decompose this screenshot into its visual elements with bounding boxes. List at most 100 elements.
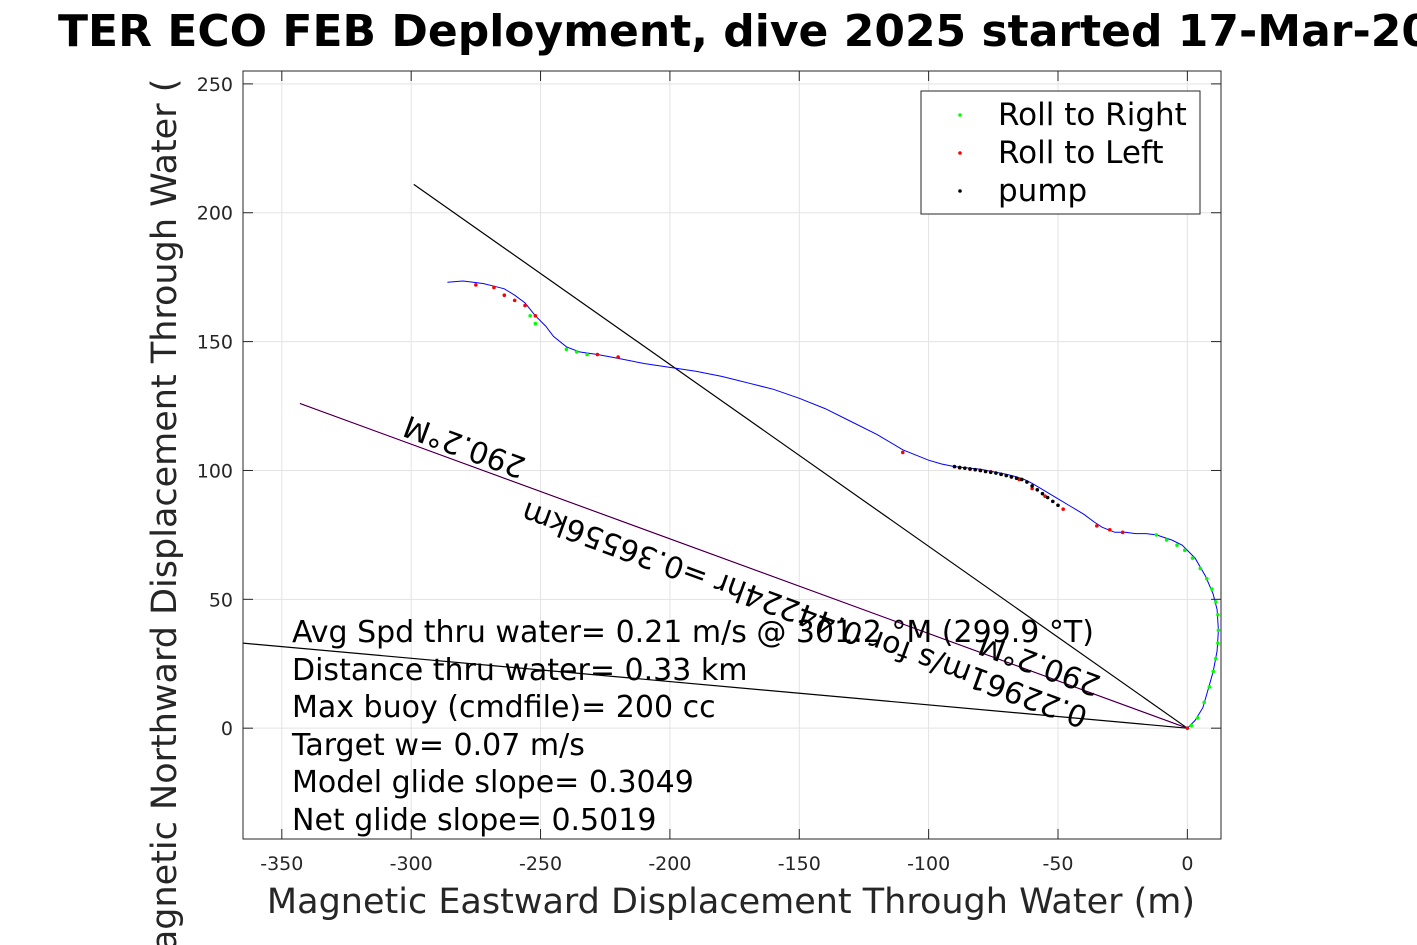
axes-box: [242, 70, 1222, 840]
pump-point: [957, 465, 962, 470]
pump-point: [1035, 487, 1040, 492]
roll-left-point: [1030, 486, 1034, 491]
roll-left-point: [523, 303, 527, 308]
roll-left-point: [1107, 527, 1112, 532]
pump-point: [1045, 495, 1050, 500]
roll-right-point: [1175, 543, 1179, 548]
roll-right-point: [533, 321, 538, 326]
roll-left-point: [533, 314, 538, 318]
reference-line: [243, 642, 1188, 729]
x-tick-label: -200: [648, 853, 691, 875]
y-tick-label: 50: [209, 589, 233, 611]
roll-right-point: [1164, 538, 1169, 542]
stat-line: Avg Spd thru water= 0.21 m/s @ 301.2 °M …: [292, 615, 1094, 650]
legend-marker-roll-right: [958, 113, 962, 117]
pump-point: [1004, 473, 1009, 478]
pump-point: [988, 470, 993, 475]
roll-right-point: [1216, 612, 1220, 617]
y-tick-label: 100: [197, 460, 233, 482]
pump-point: [1040, 491, 1045, 496]
pump-point: [983, 469, 988, 474]
roll-right-point: [1207, 685, 1212, 689]
pump-point: [1025, 480, 1029, 484]
roll-right-point: [1216, 641, 1220, 645]
pump-point: [1051, 499, 1055, 504]
stat-line: Net glide slope= 0.5019: [292, 803, 656, 838]
pump-point: [973, 467, 978, 472]
x-tick-label: -50: [1042, 853, 1073, 875]
x-tick-label: 0: [1181, 853, 1193, 875]
pump-point: [994, 471, 998, 475]
roll-left-point: [1185, 726, 1190, 730]
roll-left-point: [502, 293, 507, 298]
roll-left-point: [616, 355, 620, 359]
pump-point: [1019, 477, 1024, 482]
roll-right-point: [564, 347, 569, 352]
legend-marker-roll-left: [958, 151, 962, 155]
chart-title: TER ECO FEB Deployment, dive 2025 starte…: [58, 6, 1417, 57]
stat-line: Target w= 0.07 m/s: [291, 728, 585, 763]
pump-point: [978, 468, 983, 473]
x-tick-label: -350: [260, 853, 303, 875]
pump-point: [968, 467, 972, 471]
legend-label-pump: pump: [998, 173, 1087, 209]
pump-point: [1056, 503, 1060, 508]
roll-right-point: [1214, 600, 1218, 604]
roll-left-point: [900, 450, 905, 455]
roll-right-point: [574, 350, 579, 354]
roll-right-point: [1189, 723, 1194, 728]
roll-right-point: [528, 314, 532, 318]
roll-left-point: [1061, 507, 1065, 511]
y-tick-label: 250: [197, 74, 233, 96]
roll-right-points: [528, 314, 1221, 728]
x-tick-label: -150: [778, 853, 821, 875]
pump-point: [952, 464, 957, 469]
roll-right-point: [1214, 656, 1218, 661]
reference-line: [299, 403, 1188, 729]
y-tick-label: 200: [197, 203, 233, 225]
legend-box: [920, 90, 1201, 215]
roll-right-point: [1182, 548, 1187, 553]
pump-point: [1014, 476, 1019, 480]
roll-right-point: [1198, 566, 1203, 571]
roll-right-point: [1195, 716, 1200, 720]
x-tick-label: -100: [907, 853, 950, 875]
legend-marker-pump: [958, 189, 962, 193]
roll-left-point: [1120, 530, 1125, 535]
roll-right-point: [1202, 700, 1206, 705]
roll-right-point: [1190, 556, 1195, 560]
pump-point: [999, 472, 1003, 477]
y-tick-label: 0: [221, 718, 233, 740]
roll-right-point: [1204, 576, 1209, 581]
stat-line: Max buoy (cmdfile)= 200 cc: [292, 690, 716, 725]
roll-right-point: [585, 352, 589, 357]
reference-lines: [243, 183, 1188, 729]
roll-left-point: [1095, 524, 1099, 528]
stat-line: Distance thru water= 0.33 km: [292, 653, 747, 688]
legend-label-roll-left: Roll to Left: [998, 135, 1164, 171]
plot-content: [243, 183, 1221, 730]
legend: Roll to Right Roll to Left pump: [920, 90, 1201, 215]
axis-ticks: -350 -300 -250 -200 -150 -100 -50 0 0 50 100 150 200…: [197, 71, 1221, 875]
roll-right-point: [1210, 587, 1214, 591]
y-axis-label: Magnetic Northward Displacement Through …: [145, 79, 185, 945]
x-tick-label: -250: [519, 853, 562, 875]
roll-right-point: [1211, 669, 1216, 674]
x-tick-label: -300: [390, 853, 433, 875]
pump-point: [1009, 475, 1014, 479]
x-axis-label: Magnetic Eastward Displacement Through W…: [267, 882, 1195, 922]
pump-points: [952, 464, 1060, 508]
roll-left-point: [474, 283, 478, 287]
roll-right-point: [1154, 533, 1159, 537]
reference-line: [413, 183, 1188, 729]
roll-right-point: [1216, 628, 1221, 633]
roll-left-point: [595, 352, 600, 357]
pump-point: [1030, 484, 1034, 488]
pump-point: [963, 466, 967, 470]
y-tick-label: 150: [197, 332, 233, 354]
roll-left-point: [492, 285, 496, 290]
stats-block: Avg Spd thru water= 0.21 m/s @ 301.2 °M …: [291, 615, 1094, 838]
roll-left-point: [512, 298, 517, 303]
legend-label-roll-right: Roll to Right: [998, 97, 1187, 133]
